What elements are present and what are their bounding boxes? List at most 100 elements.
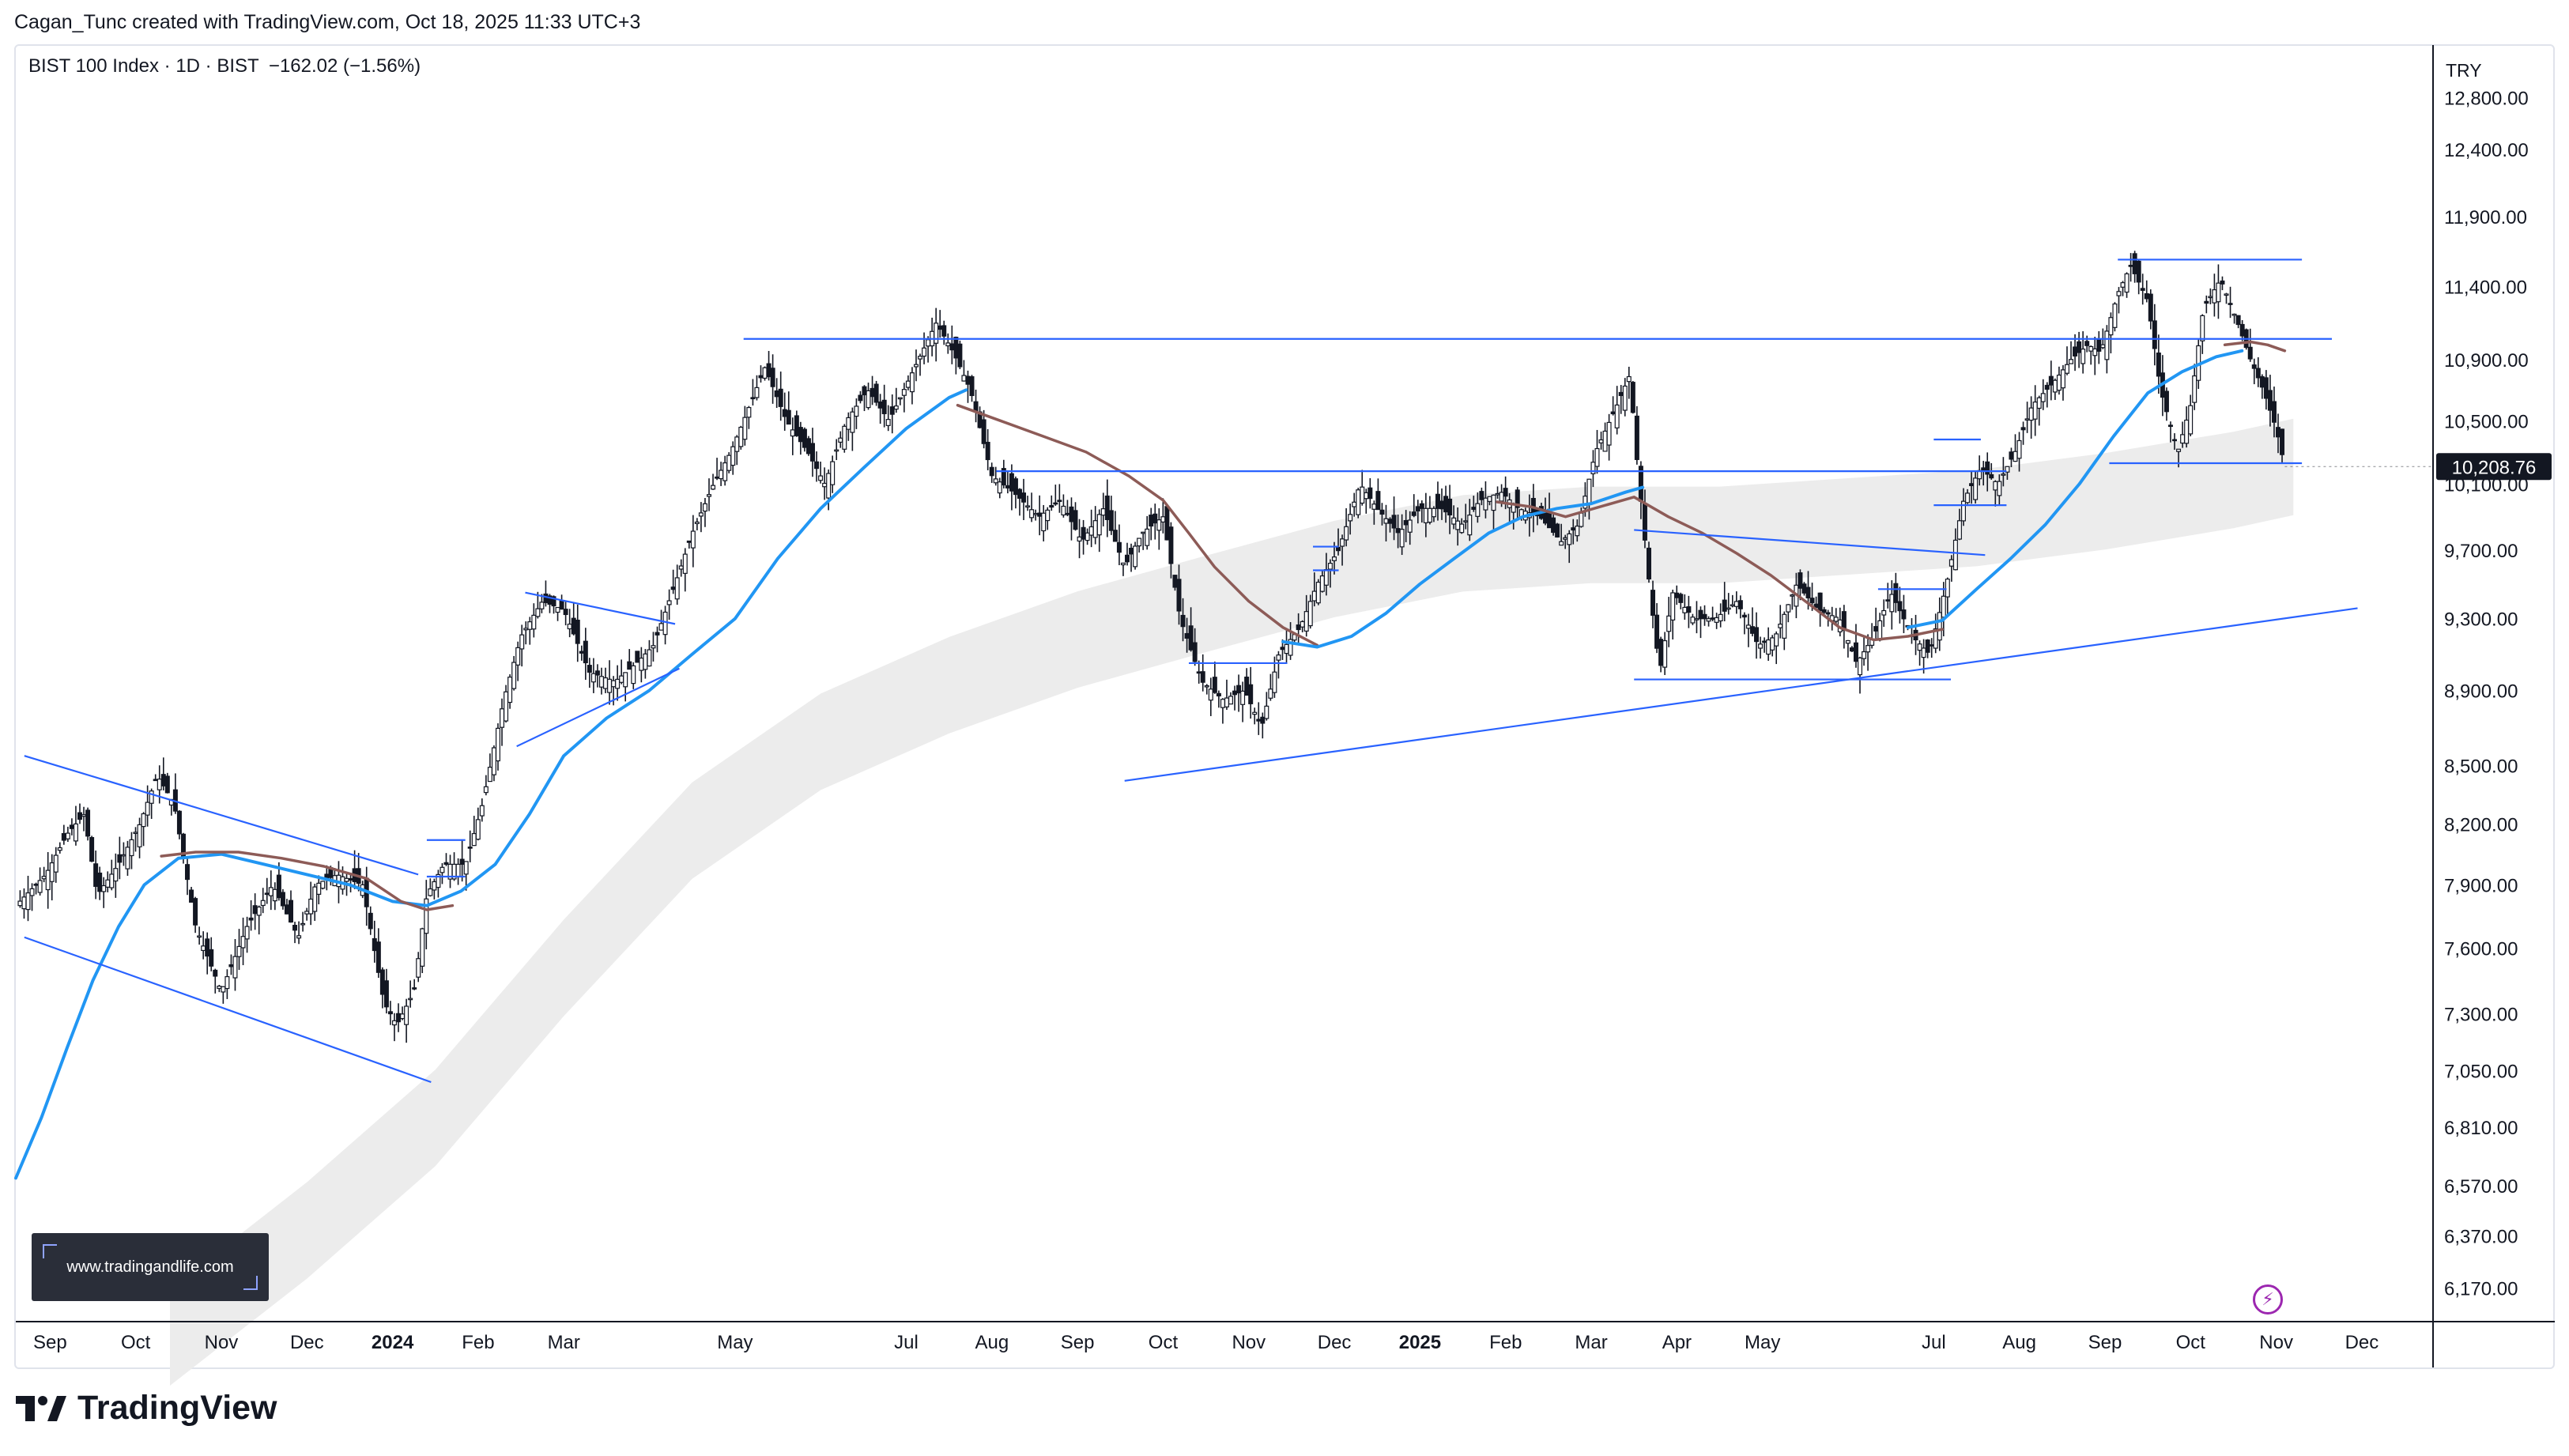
- candle-body: [2220, 280, 2225, 285]
- candle-body: [1133, 545, 1138, 568]
- candle-body: [1503, 488, 1508, 497]
- candle-body: [1590, 462, 1596, 474]
- candle-body: [308, 898, 314, 915]
- candle-308: [1244, 668, 1250, 696]
- candle-467: [1877, 613, 1883, 642]
- candle-286: [1156, 508, 1162, 550]
- candle-141: [579, 645, 584, 661]
- watermark-text: www.tradingandlife.com: [66, 1258, 234, 1276]
- candle-body: [754, 387, 760, 398]
- candle-172: [702, 497, 707, 527]
- candle-body: [1495, 492, 1500, 496]
- x-tick-label: Nov: [2259, 1332, 2293, 1353]
- symbol-legend[interactable]: BIST 100 Index · 1D · BIST −162.02 (−1.5…: [28, 55, 421, 77]
- candle-229: [930, 317, 935, 356]
- candle-body: [1674, 592, 1680, 598]
- candle-3: [29, 883, 35, 911]
- x-tick-label: May: [717, 1332, 753, 1353]
- candle-233: [945, 333, 951, 354]
- candle-302: [1220, 698, 1225, 724]
- candle-body: [1443, 496, 1449, 513]
- candle-body: [2013, 451, 2018, 462]
- candle-27: [125, 840, 130, 876]
- candle-183: [746, 405, 752, 429]
- candle-body: [1081, 526, 1086, 540]
- candle-body: [1399, 529, 1405, 548]
- candle-body: [623, 672, 628, 688]
- candle-body: [383, 980, 389, 1008]
- candle-body: [1116, 541, 1122, 553]
- candle-body: [1551, 517, 1556, 534]
- candle-102: [424, 880, 429, 949]
- candle-body: [866, 390, 871, 409]
- candle-body: [559, 600, 564, 610]
- candle-250: [1013, 476, 1018, 509]
- candle-body: [2247, 346, 2253, 360]
- candle-162: [662, 605, 668, 645]
- candle-body: [909, 372, 915, 393]
- candle-427: [1718, 603, 1723, 628]
- trendline-long-support: [1124, 607, 2358, 782]
- candle-body: [1937, 612, 1942, 641]
- tradingview-brand[interactable]: TradingView: [16, 1389, 277, 1428]
- candle-body: [189, 889, 194, 903]
- candle-body: [1702, 613, 1707, 620]
- candle-body: [479, 805, 485, 817]
- candle-282: [1141, 531, 1146, 550]
- x-tick-label: Aug: [2002, 1332, 2036, 1353]
- candle-body: [1487, 496, 1492, 502]
- candle-body: [842, 425, 847, 450]
- candle-body: [734, 436, 740, 452]
- candle-565: [2267, 375, 2273, 427]
- x-tick-label: Dec: [2345, 1332, 2379, 1353]
- candle-body: [1176, 579, 1182, 612]
- candle-536: [2152, 304, 2157, 366]
- candle-body: [2163, 390, 2169, 413]
- candle-507: [2036, 395, 2042, 426]
- candle-29: [133, 827, 138, 852]
- candle-362: [1459, 518, 1465, 534]
- candle-body: [272, 888, 277, 902]
- candle-body: [2255, 368, 2261, 379]
- candle-138: [567, 609, 572, 638]
- candle-body: [1956, 520, 1962, 540]
- candle-body: [1858, 657, 1863, 676]
- candle-body: [2180, 434, 2186, 444]
- candle-251: [1017, 488, 1022, 516]
- candle-527: [2116, 287, 2122, 314]
- candle-466: [1873, 607, 1879, 639]
- candle-body: [89, 837, 95, 862]
- candle-416: [1674, 585, 1680, 605]
- candle-body: [1303, 611, 1309, 632]
- candle-body: [316, 882, 322, 895]
- candle-body: [1897, 601, 1903, 612]
- candle-body: [1244, 677, 1250, 696]
- candle-283: [1145, 515, 1150, 550]
- candle-body: [1160, 516, 1166, 522]
- candle-body: [805, 438, 811, 455]
- candle-body: [1272, 671, 1277, 693]
- candle-470: [1889, 580, 1895, 630]
- candle-body: [1137, 538, 1142, 547]
- y-tick-label: 6,570.00: [2444, 1176, 2518, 1198]
- candle-body: [391, 1020, 397, 1026]
- y-tick-label: 9,300.00: [2444, 609, 2518, 631]
- candle-401: [1614, 386, 1620, 435]
- candle-body: [2016, 439, 2022, 459]
- candle-body: [1614, 404, 1620, 428]
- candle-387: [1559, 523, 1564, 546]
- y-tick-label: 6,170.00: [2444, 1278, 2518, 1299]
- candle-body: [2251, 364, 2257, 369]
- candle-53: [228, 954, 234, 975]
- candle-body: [2231, 313, 2237, 316]
- candle-body: [53, 854, 58, 873]
- flash-icon[interactable]: ⚡: [2253, 1284, 2283, 1315]
- candle-439: [1766, 627, 1771, 662]
- candle-438: [1762, 637, 1767, 653]
- candle-body: [443, 862, 449, 866]
- candle-body: [782, 409, 787, 417]
- candle-473: [1901, 594, 1907, 633]
- currency-selector[interactable]: TRY: [2446, 60, 2482, 81]
- candle-body: [1156, 519, 1162, 531]
